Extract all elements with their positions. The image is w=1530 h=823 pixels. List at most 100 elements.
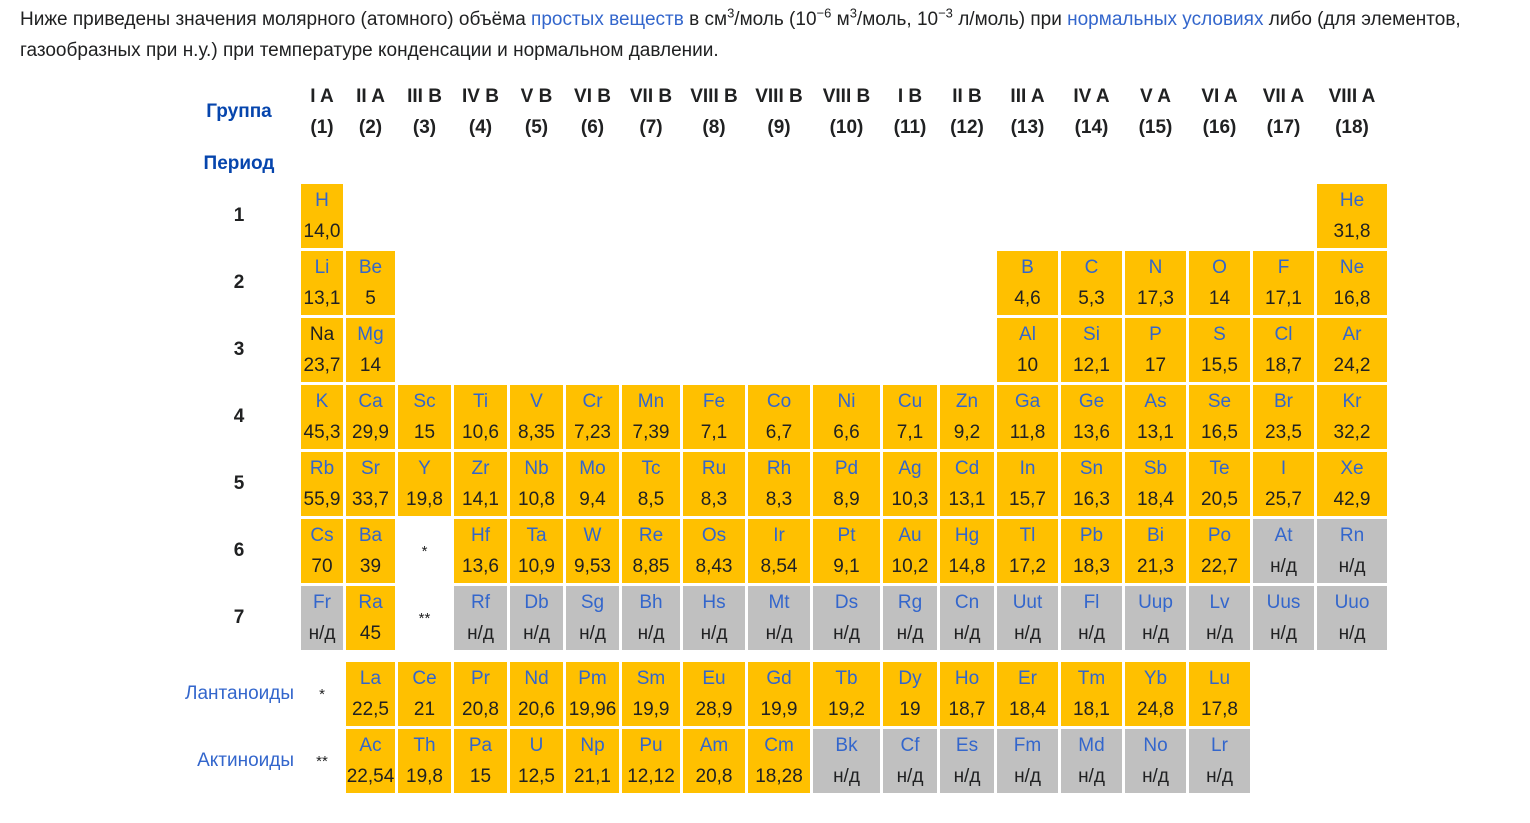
element-symbol-link[interactable]: Fl <box>1083 592 1100 613</box>
element-symbol-link[interactable]: Pa <box>468 735 493 756</box>
element-symbol-link[interactable]: Sg <box>580 592 605 613</box>
element-symbol-link[interactable]: Nd <box>524 668 549 689</box>
element-symbol-link[interactable]: P <box>1149 324 1162 345</box>
element-symbol-link[interactable]: Mn <box>637 391 665 412</box>
element-symbol-link[interactable]: Mo <box>579 458 606 479</box>
element-symbol-link[interactable]: Ho <box>954 668 980 689</box>
element-symbol-link[interactable]: Ta <box>526 525 547 546</box>
element-symbol-link[interactable]: Dy <box>898 668 922 689</box>
element-symbol-link[interactable]: Rf <box>471 592 490 613</box>
element-symbol-link[interactable]: Gd <box>766 668 792 689</box>
element-symbol-link[interactable]: Pr <box>471 668 490 689</box>
element-symbol-link[interactable]: Po <box>1207 525 1232 546</box>
element-symbol-link[interactable]: Er <box>1018 668 1037 689</box>
element-symbol-link[interactable]: Sr <box>361 458 380 479</box>
element-symbol-link[interactable]: Lr <box>1211 735 1228 756</box>
element-symbol-link[interactable]: K <box>315 391 329 412</box>
element-symbol-link[interactable]: Ds <box>834 592 859 613</box>
element-symbol-link[interactable]: Br <box>1274 391 1293 412</box>
element-symbol-link[interactable]: Na <box>309 324 335 345</box>
element-symbol-link[interactable]: Fm <box>1013 735 1042 756</box>
element-symbol-link[interactable]: Uuo <box>1334 592 1370 613</box>
element-symbol-link[interactable]: O <box>1212 257 1227 278</box>
element-symbol-link[interactable]: Pu <box>639 735 663 756</box>
element-symbol-link[interactable]: Hs <box>702 592 726 613</box>
element-symbol-link[interactable]: Am <box>699 735 729 756</box>
element-symbol-link[interactable]: Uus <box>1266 592 1301 613</box>
element-symbol-link[interactable]: Ac <box>359 735 382 756</box>
element-symbol-link[interactable]: Tb <box>835 668 858 689</box>
element-symbol-link[interactable]: Bk <box>835 735 858 756</box>
link-simple-substances[interactable]: простых веществ <box>531 9 684 30</box>
element-symbol-link[interactable]: Ca <box>358 391 383 412</box>
element-symbol-link[interactable]: Cm <box>764 735 794 756</box>
element-symbol-link[interactable]: Tm <box>1077 668 1106 689</box>
element-symbol-link[interactable]: Al <box>1019 324 1036 345</box>
element-symbol-link[interactable]: Pd <box>834 458 859 479</box>
element-symbol-link[interactable]: Li <box>314 257 330 278</box>
element-symbol-link[interactable]: Nb <box>524 458 549 479</box>
element-symbol-link[interactable]: Te <box>1209 458 1230 479</box>
element-symbol-link[interactable]: Lu <box>1208 668 1231 689</box>
element-symbol-link[interactable]: Be <box>358 257 383 278</box>
element-symbol-link[interactable]: Mt <box>768 592 790 613</box>
element-symbol-link[interactable]: Uut <box>1012 592 1043 613</box>
element-symbol-link[interactable]: Tl <box>1019 525 1036 546</box>
element-symbol-link[interactable]: Xe <box>1340 458 1364 479</box>
element-symbol-link[interactable]: H <box>315 190 329 211</box>
element-symbol-link[interactable]: Rn <box>1339 525 1365 546</box>
element-symbol-link[interactable]: Np <box>580 735 605 756</box>
element-symbol-link[interactable]: Rh <box>766 458 792 479</box>
element-symbol-link[interactable]: Ir <box>773 525 785 546</box>
element-symbol-link[interactable]: Ti <box>472 391 489 412</box>
element-symbol-link[interactable]: Ge <box>1078 391 1105 412</box>
element-symbol-link[interactable]: Ag <box>898 458 922 479</box>
element-symbol-link[interactable]: Cr <box>582 391 603 412</box>
element-symbol-link[interactable]: Md <box>1078 735 1105 756</box>
element-symbol-link[interactable]: Cl <box>1274 324 1293 345</box>
element-symbol-link[interactable]: Sb <box>1143 458 1168 479</box>
element-symbol-link[interactable]: Pb <box>1079 525 1104 546</box>
element-symbol-link[interactable]: V <box>530 391 543 412</box>
element-symbol-link[interactable]: Rb <box>309 458 335 479</box>
element-symbol-link[interactable]: Th <box>413 735 436 756</box>
element-symbol-link[interactable]: Sm <box>636 668 666 689</box>
element-symbol-link[interactable]: I <box>1280 458 1287 479</box>
element-symbol-link[interactable]: Ar <box>1342 324 1362 345</box>
element-symbol-link[interactable]: No <box>1143 735 1168 756</box>
element-symbol-link[interactable]: Cf <box>900 735 920 756</box>
element-symbol-link[interactable]: Yb <box>1143 668 1168 689</box>
element-symbol-link[interactable]: In <box>1019 458 1036 479</box>
period-label[interactable]: Период <box>203 152 275 174</box>
element-symbol-link[interactable]: Cu <box>897 391 923 412</box>
element-symbol-link[interactable]: Fe <box>702 391 726 412</box>
actinides-label[interactable]: Актиноиды <box>197 750 294 771</box>
element-symbol-link[interactable]: Pt <box>837 525 856 546</box>
element-symbol-link[interactable]: N <box>1148 257 1163 278</box>
element-symbol-link[interactable]: Cs <box>310 525 334 546</box>
element-symbol-link[interactable]: Ce <box>412 668 437 689</box>
element-symbol-link[interactable]: Os <box>701 525 727 546</box>
element-symbol-link[interactable]: Ba <box>358 525 383 546</box>
element-symbol-link[interactable]: Mg <box>357 324 384 345</box>
group-label[interactable]: Группа <box>206 101 272 122</box>
element-symbol-link[interactable]: F <box>1277 257 1290 278</box>
element-symbol-link[interactable]: Lv <box>1209 592 1230 613</box>
element-symbol-link[interactable]: W <box>583 525 602 546</box>
element-symbol-link[interactable]: Cn <box>954 592 980 613</box>
element-symbol-link[interactable]: Zr <box>471 458 490 479</box>
element-symbol-link[interactable]: Kr <box>1342 391 1362 412</box>
element-symbol-link[interactable]: Bh <box>639 592 663 613</box>
element-symbol-link[interactable]: Tc <box>641 458 661 479</box>
element-symbol-link[interactable]: Ga <box>1014 391 1041 412</box>
element-symbol-link[interactable]: He <box>1339 190 1365 211</box>
element-symbol-link[interactable]: Es <box>955 735 979 756</box>
element-symbol-link[interactable]: Eu <box>702 668 726 689</box>
element-symbol-link[interactable]: Au <box>898 525 922 546</box>
element-symbol-link[interactable]: Si <box>1083 324 1100 345</box>
element-symbol-link[interactable]: As <box>1144 391 1167 412</box>
element-symbol-link[interactable]: Uup <box>1138 592 1173 613</box>
element-symbol-link[interactable]: B <box>1021 257 1034 278</box>
element-symbol-link[interactable]: Se <box>1207 391 1232 412</box>
element-symbol-link[interactable]: Ra <box>358 592 383 613</box>
